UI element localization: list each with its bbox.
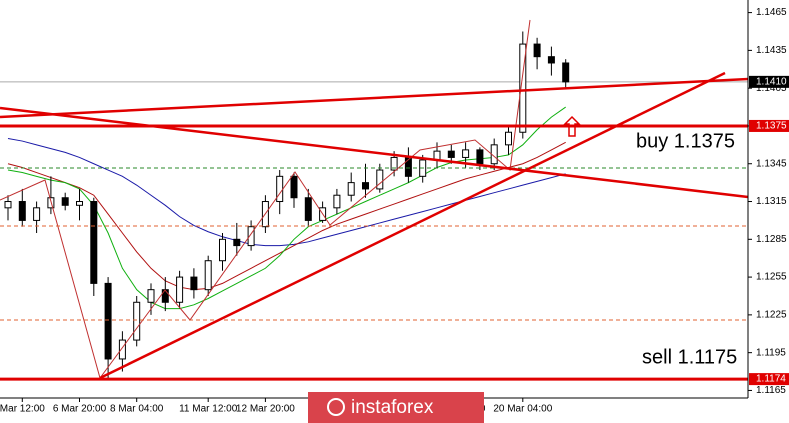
candle-body <box>118 339 126 360</box>
candle-body <box>505 131 512 146</box>
candle-body <box>533 43 541 58</box>
annotation: sell 1.1175 <box>642 346 737 368</box>
x-tick-label: 11 Mar 12:00 <box>179 404 238 415</box>
candle-body <box>104 282 112 360</box>
watermark: instaforex <box>308 392 484 423</box>
candle-body <box>233 238 241 247</box>
candle-body <box>547 56 555 64</box>
candle-body <box>447 150 455 158</box>
x-tick-label: 8 Mar 04:00 <box>110 404 164 415</box>
trend-lines <box>0 19 749 380</box>
candle-body <box>204 260 212 291</box>
candle-body <box>376 169 384 190</box>
x-tick-label: Mar 12:00 <box>0 404 45 415</box>
y-tick-label: 1.1315 <box>756 196 787 207</box>
price-label-box <box>749 75 789 88</box>
candle-body <box>61 197 69 206</box>
candle-body <box>347 182 355 196</box>
y-tick-label: 1.1165 <box>756 385 786 396</box>
trend-line <box>0 77 749 119</box>
candle-body <box>133 301 141 341</box>
candle-body <box>462 149 470 158</box>
candle-body <box>390 156 398 171</box>
candle-body <box>362 182 369 190</box>
overlay: 1.1375 1.1174 1.1410 <box>0 75 789 386</box>
level-label-box <box>749 373 789 386</box>
price-label: 1.1410 <box>756 77 787 88</box>
candle-body <box>519 43 527 133</box>
moving-average <box>7 106 566 310</box>
candle-body <box>18 201 26 221</box>
candle-body <box>304 197 312 221</box>
plot-area: 1.1465 1.1435 1.1405 1.1375 1.1345 1.1315 1.12… <box>0 7 787 415</box>
y-tick-label: 1.1225 <box>756 310 787 321</box>
watermark-logo <box>327 398 345 416</box>
candle-body <box>4 201 12 209</box>
moving-average <box>7 141 566 291</box>
candle-body <box>290 175 298 199</box>
candle-body <box>147 289 155 303</box>
candle-body <box>76 201 83 206</box>
y-tick-label: 1.1255 <box>756 272 787 283</box>
candle-body <box>219 238 226 262</box>
watermark-text: instaforex <box>351 397 434 418</box>
y-tick-label: 1.1195 <box>756 347 786 358</box>
candle-body <box>90 201 98 284</box>
candle-body <box>161 289 169 303</box>
y-tick-label: 1.1465 <box>756 7 787 18</box>
trend-line <box>99 71 726 380</box>
candle-body <box>33 207 41 221</box>
y-tick-label: 1.1345 <box>756 158 787 169</box>
candle-body <box>476 149 484 165</box>
y-tick-label: 1.1405 <box>756 83 787 94</box>
trend-line <box>0 106 749 199</box>
level-label: 1.1174 <box>756 374 786 385</box>
zigzag <box>0 19 531 380</box>
level-label: 1.1375 <box>756 121 787 132</box>
buy-arrow <box>563 115 581 137</box>
level-label-box <box>749 119 789 132</box>
x-tick-label: 6 Mar 20:00 <box>53 404 107 415</box>
candle-body <box>176 276 184 303</box>
candle-body <box>333 194 341 209</box>
candle-body <box>562 62 570 83</box>
y-tick-label: 1.1285 <box>756 234 787 245</box>
candle-body <box>190 276 198 291</box>
annotation: buy 1.1375 <box>636 130 735 152</box>
watermark-box <box>308 392 484 423</box>
moving-average <box>7 138 566 247</box>
candle-body <box>247 226 255 247</box>
candle-body <box>276 175 284 203</box>
x-tick-label: 20 Mar 04:00 <box>493 404 552 415</box>
x-tick-label: 12 Mar 20:00 <box>236 404 295 415</box>
y-tick-label: 1.1435 <box>756 45 787 56</box>
